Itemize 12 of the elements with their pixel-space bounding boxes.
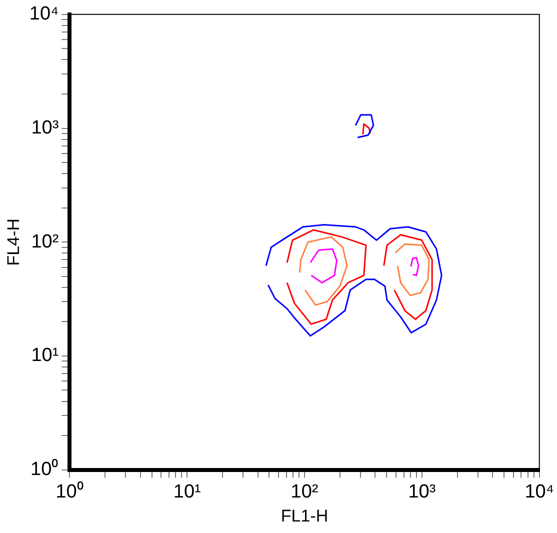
y-tick-label: 10³: [31, 117, 59, 138]
y-tick-label: 10²: [31, 231, 59, 252]
x-axis-title: FL1-H: [280, 506, 328, 526]
y-tick-label: 10⁴: [29, 4, 59, 25]
y-tick-label: 10¹: [31, 345, 59, 366]
x-tick-label: 10²: [290, 481, 318, 502]
x-tick-label: 10¹: [173, 481, 201, 502]
x-tick-label: 10³: [408, 481, 436, 502]
x-tick-label: 10⁰: [56, 480, 84, 502]
x-tick-label: 10⁴: [524, 481, 554, 502]
y-tick-label: 10⁰: [30, 458, 59, 480]
y-axis-title: FL4-H: [4, 218, 23, 266]
